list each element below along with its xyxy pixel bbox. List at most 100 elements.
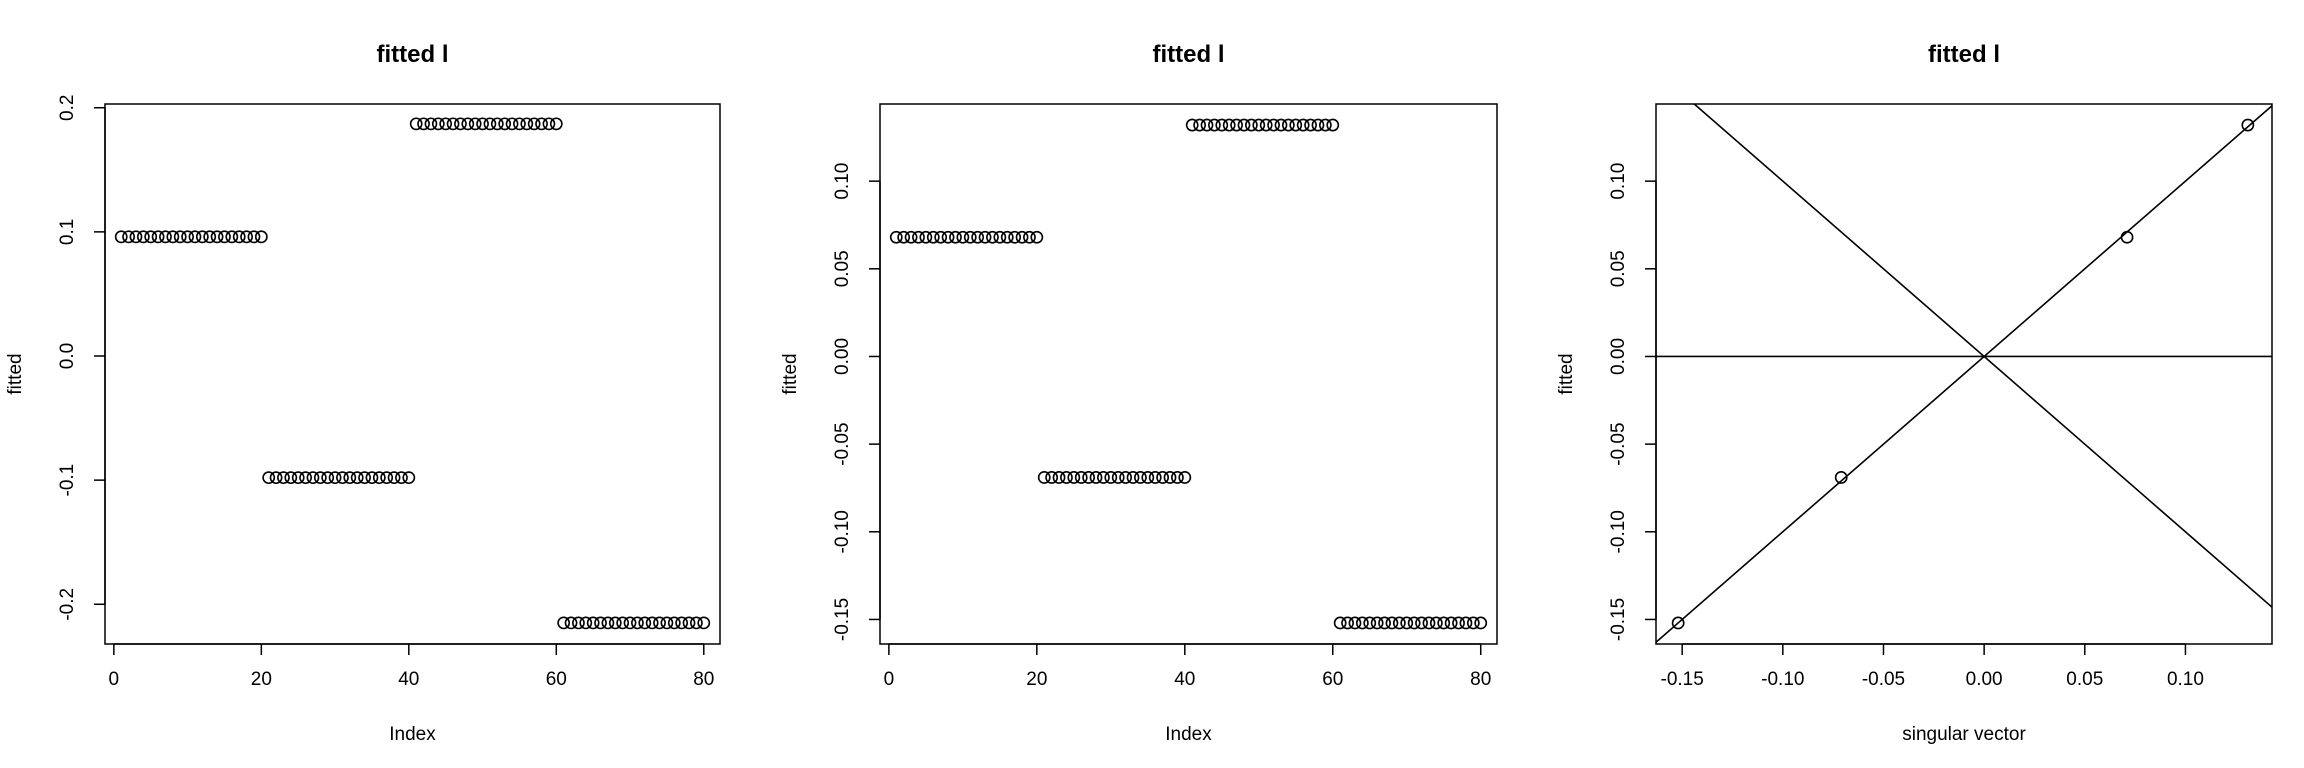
data-point	[321, 471, 335, 485]
y-axis: -0.15 -0.10 -0.05 0.00 0.05 0.10	[832, 163, 881, 641]
data-point	[535, 117, 548, 131]
data-point	[1259, 118, 1273, 132]
y-axis-label: fitted	[5, 353, 26, 394]
data-point	[269, 471, 283, 485]
data-point	[978, 230, 992, 244]
data-point	[1215, 118, 1229, 132]
data-point	[675, 616, 689, 630]
y-tick-label: 0.00	[832, 338, 853, 375]
data-point	[1067, 471, 1081, 484]
data-point	[387, 471, 401, 485]
x-tick-label: 0	[884, 669, 895, 690]
data-point	[1400, 616, 1414, 630]
y-axis: -0.2 -0.1 0.0 0.1 0.2	[57, 95, 106, 621]
y-axis-label: fitted	[780, 353, 801, 394]
data-point	[631, 616, 644, 630]
data-point	[1156, 471, 1170, 484]
x-tick-label: 40	[398, 669, 419, 690]
data-point	[2120, 230, 2134, 244]
data-point	[1119, 471, 1133, 484]
data-point	[343, 471, 357, 485]
data-point	[1452, 616, 1465, 630]
data-point	[365, 471, 379, 485]
y-tick-label: 0.05	[1608, 250, 1629, 287]
chart-title: fitted l	[377, 41, 449, 68]
chart-title: fitted l	[1153, 41, 1225, 68]
data-point	[608, 616, 622, 630]
data-point	[336, 471, 349, 485]
data-point	[1304, 118, 1317, 132]
data-point	[1023, 230, 1036, 244]
data-point	[313, 471, 327, 485]
data-point	[1193, 118, 1206, 132]
data-point	[956, 230, 970, 244]
data-point	[1104, 471, 1118, 484]
data-point	[188, 230, 202, 244]
data-point	[1126, 471, 1140, 484]
data-point	[1333, 616, 1347, 630]
data-point	[1200, 118, 1214, 132]
x-axis-label: Index	[389, 724, 436, 745]
data-point	[1015, 230, 1029, 244]
data-point	[1052, 471, 1066, 484]
data-point	[1082, 471, 1096, 484]
data-point	[1244, 118, 1258, 132]
x-tick-label: -0.10	[1761, 669, 1804, 690]
data-point	[1407, 616, 1421, 630]
data-point	[431, 117, 445, 131]
data-point	[557, 616, 571, 630]
data-point	[395, 471, 408, 485]
data-point	[350, 471, 364, 485]
data-point	[579, 616, 593, 630]
data-point	[623, 616, 637, 630]
plot-frame	[879, 103, 1498, 645]
data-point	[616, 616, 630, 630]
data-point	[232, 230, 246, 244]
data-point	[114, 230, 128, 244]
data-point	[1474, 616, 1488, 630]
chart-1: fitted l 0 20 40 60 80 -0.2 -0.1 0.0 0.1 0.2 Index f…	[5, 41, 721, 745]
data-point	[225, 230, 239, 244]
data-point	[166, 230, 180, 244]
data-point	[520, 117, 534, 131]
plot-frame	[104, 103, 721, 645]
data-point	[424, 117, 438, 131]
points	[889, 118, 1488, 630]
data-point	[1148, 471, 1162, 484]
data-point	[1422, 616, 1436, 630]
data-point	[159, 230, 172, 244]
y-tick-label: 0.10	[832, 163, 853, 200]
data-point	[1171, 471, 1184, 484]
data-point	[461, 117, 475, 131]
data-point	[667, 616, 681, 630]
x-tick-label: 80	[693, 669, 714, 690]
data-point	[1355, 616, 1369, 630]
data-point	[682, 616, 696, 630]
data-point	[1089, 471, 1103, 484]
data-point	[195, 230, 209, 244]
data-point	[210, 230, 224, 244]
y-tick-label: 0.2	[57, 95, 78, 121]
data-point	[1363, 616, 1377, 630]
x-tick-label: 0.00	[1966, 669, 2003, 690]
data-point	[660, 616, 674, 630]
chart-3: fitted l-0.15 -0.10 -0.05 0.00 0.05 0.10-0.15…	[1556, 41, 2273, 745]
chart-title: fitted l	[1928, 41, 2000, 68]
data-point	[904, 230, 918, 244]
data-point	[247, 230, 261, 244]
data-point	[284, 471, 298, 485]
x-tick-label: 20	[1026, 669, 1047, 690]
data-point	[409, 117, 423, 131]
data-point	[1045, 471, 1059, 484]
data-point	[572, 616, 585, 630]
data-point	[446, 117, 460, 131]
y-tick-label: -0.1	[57, 464, 78, 497]
data-point	[173, 230, 187, 244]
x-tick-label: 0	[109, 669, 120, 690]
data-point	[254, 230, 268, 244]
data-point	[291, 471, 305, 485]
data-point	[941, 230, 955, 244]
data-point	[181, 230, 194, 244]
data-point	[1134, 471, 1147, 484]
